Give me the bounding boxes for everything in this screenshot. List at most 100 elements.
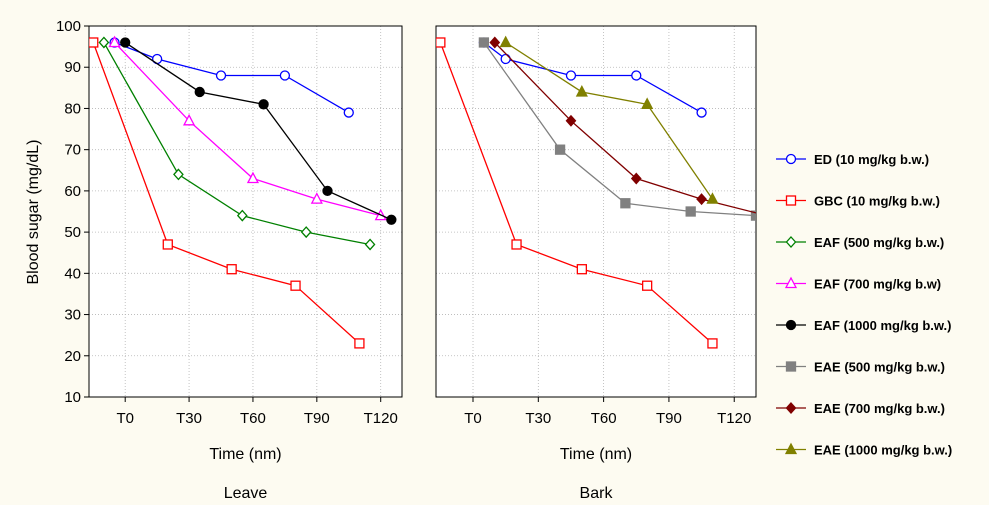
data-point — [565, 114, 577, 127]
data-point — [576, 264, 588, 275]
data-point — [696, 193, 707, 206]
data-point — [436, 37, 446, 48]
data-point — [478, 37, 490, 48]
legend-marker — [785, 402, 797, 414]
legend-label: ED (10 mg/kg b.w.) — [814, 152, 929, 167]
data-point — [310, 192, 323, 204]
legend: ED (10 mg/kg b.w.) GBC (10 mg/kg b.w.) EAF… — [776, 152, 952, 458]
legend-label: EAF (1000 mg/kg b.w.) — [814, 318, 952, 333]
data-point — [279, 70, 291, 81]
data-point — [258, 99, 269, 110]
legend-label: EAF (700 mg/kg b.w) — [814, 277, 941, 292]
data-point — [575, 85, 588, 97]
panel-label: Bark — [580, 485, 614, 502]
y-tick-label: 20 — [64, 348, 81, 365]
data-point — [215, 70, 227, 81]
legend-label: EAE (700 mg/kg b.w.) — [814, 401, 945, 416]
legend-item: EAE (700 mg/kg b.w.) — [776, 401, 945, 416]
x-tick-label: T0 — [464, 410, 482, 427]
x-tick-label: T30 — [176, 410, 202, 427]
data-point — [322, 185, 333, 197]
data-point — [120, 37, 131, 48]
y-tick-label: 40 — [64, 265, 81, 282]
data-point — [696, 107, 707, 118]
data-point — [236, 209, 248, 222]
legend-marker — [785, 195, 797, 206]
panel-frame — [88, 25, 403, 398]
legend-marker — [785, 153, 797, 165]
data-point — [642, 280, 653, 291]
data-point — [489, 36, 501, 49]
data-point — [173, 168, 184, 181]
x-tick-label: T120 — [364, 410, 398, 427]
data-point — [565, 70, 577, 81]
data-point — [300, 226, 312, 239]
panel-series-group — [436, 35, 771, 349]
legend-label: EAE (500 mg/kg b.w.) — [814, 360, 945, 375]
x-axis-label: Time (nm) — [560, 446, 632, 463]
data-point — [641, 97, 654, 109]
data-point — [631, 70, 642, 81]
x-tick-label: T90 — [656, 410, 682, 427]
x-tick-label: T90 — [304, 410, 330, 427]
legend-marker — [784, 276, 798, 289]
data-point — [98, 36, 110, 49]
data-point — [706, 192, 719, 204]
legend-marker — [785, 319, 797, 331]
data-point — [364, 238, 376, 251]
data-point — [620, 198, 631, 209]
legend-item: EAF (500 mg/kg b.w.) — [776, 235, 944, 250]
x-tick-label: T120 — [717, 410, 751, 427]
y-tick-label: 60 — [64, 183, 81, 200]
legend-item: GBC (10 mg/kg b.w.) — [776, 194, 940, 209]
x-tick-label: T60 — [240, 410, 266, 427]
x-tick-label: T60 — [591, 410, 617, 427]
legend-item: EAE (500 mg/kg b.w.) — [776, 360, 945, 375]
data-point — [226, 264, 237, 275]
y-tick-label: 100 — [56, 18, 81, 35]
legend-marker — [785, 236, 797, 248]
data-point — [290, 280, 301, 291]
x-axis-label: Time (nm) — [209, 446, 281, 463]
y-tick-label: 90 — [64, 59, 81, 76]
panel-series-group — [89, 35, 397, 349]
data-point — [707, 338, 718, 349]
data-point — [182, 113, 196, 126]
y-tick-label: 10 — [64, 389, 81, 406]
legend-marker — [785, 361, 797, 372]
y-axis-label: Blood sugar (mg/dL) — [25, 140, 42, 285]
plot-layer: 10 20 30 40 50 60 70 80 90 100 T0 T30 T60 T90 T120 Time… — [56, 18, 771, 502]
y-tick-label: 50 — [64, 224, 81, 241]
y-tick-label: 30 — [64, 307, 81, 324]
data-point — [89, 37, 99, 48]
data-point — [500, 53, 511, 65]
data-point — [554, 144, 566, 155]
data-point — [630, 172, 642, 185]
data-point — [511, 239, 522, 250]
data-point — [499, 35, 512, 48]
legend-marker — [784, 442, 798, 455]
data-point — [162, 239, 173, 250]
data-point — [685, 206, 696, 217]
x-tick-label: T30 — [525, 410, 551, 427]
data-point — [246, 171, 260, 184]
data-point — [354, 338, 365, 349]
legend-item: ED (10 mg/kg b.w.) — [776, 152, 929, 167]
data-point — [386, 214, 397, 225]
data-point — [750, 210, 756, 221]
y-tick-label: 80 — [64, 100, 81, 117]
data-point — [762, 211, 771, 221]
data-point — [108, 35, 121, 48]
data-point — [194, 86, 205, 98]
legend-item: EAE (1000 mg/kg b.w.) — [776, 443, 952, 458]
legend-label: EAF (500 mg/kg b.w.) — [814, 235, 944, 250]
panel-label: Leave — [224, 485, 268, 502]
x-tick-label: T0 — [116, 410, 134, 427]
legend-item: EAF (1000 mg/kg b.w.) — [776, 318, 952, 333]
legend-label: EAE (1000 mg/kg b.w.) — [814, 443, 952, 458]
data-point — [343, 107, 354, 118]
y-tick-label: 70 — [64, 142, 81, 159]
legend-item: EAF (700 mg/kg b.w) — [776, 277, 941, 292]
legend-label: GBC (10 mg/kg b.w.) — [814, 194, 940, 209]
